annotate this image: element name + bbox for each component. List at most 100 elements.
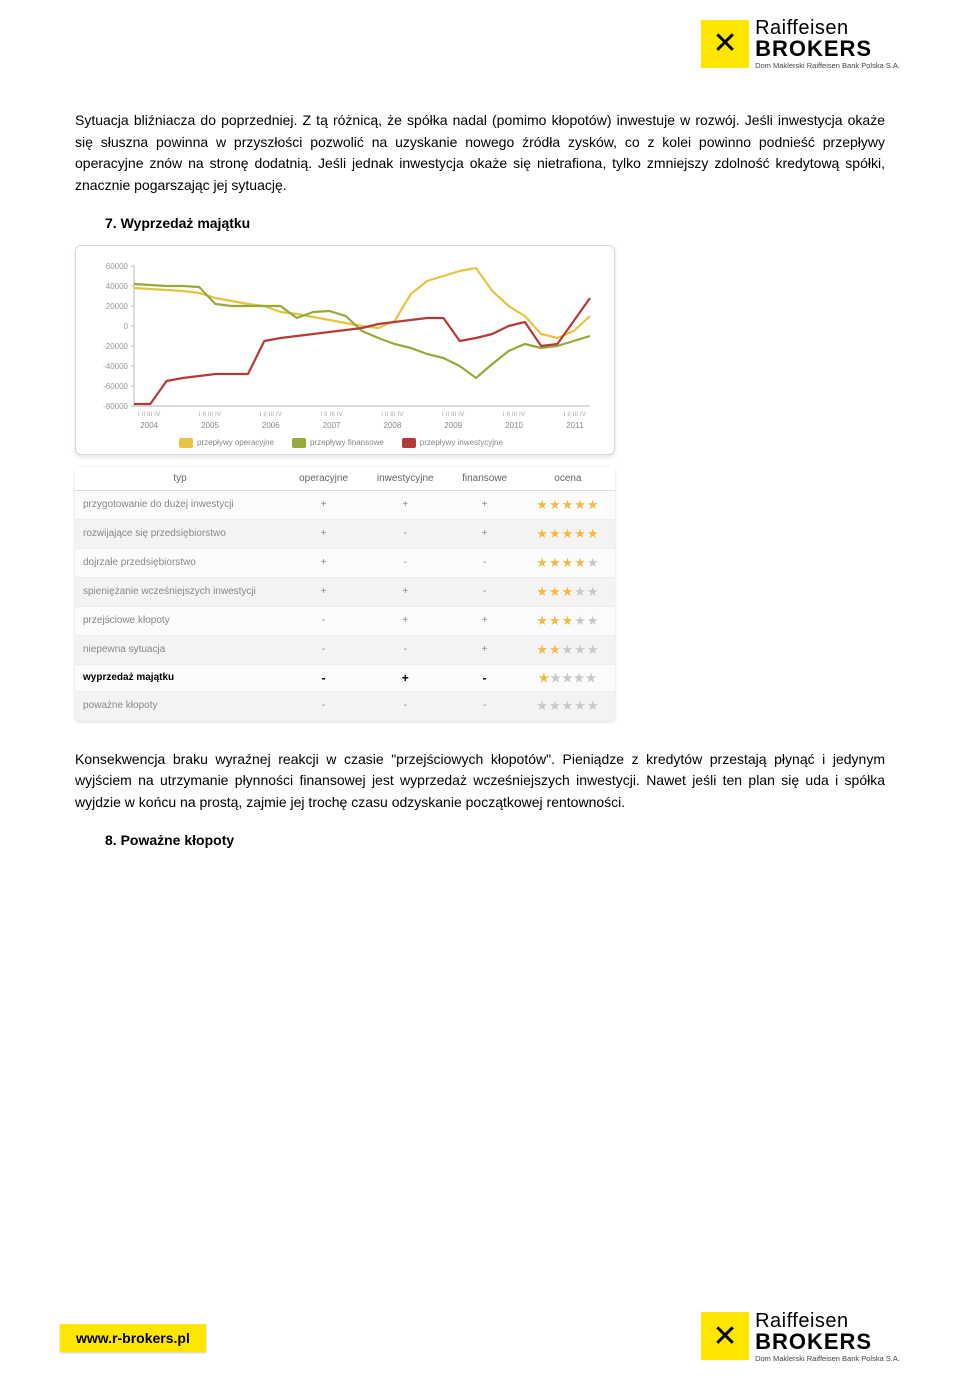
legend-swatch <box>292 438 306 448</box>
brand-subtitle: Dom Maklerski Raiffeisen Bank Polska S.A… <box>755 1355 900 1363</box>
brand-subtitle: Dom Maklerski Raiffeisen Bank Polska S.A… <box>755 62 900 70</box>
table-row: niepewna sytuacja--+★★★★★ <box>75 635 615 664</box>
table-cell: - <box>285 691 362 720</box>
footer-url: www.r-brokers.pl <box>60 1324 206 1352</box>
star-empty-icon: ★ <box>574 698 587 713</box>
table-cell: - <box>285 635 362 664</box>
svg-text:I II III IV: I II III IV <box>381 411 404 418</box>
table-row: przejściowe kłopoty-++★★★★★ <box>75 606 615 635</box>
table-cell: + <box>285 519 362 548</box>
star-empty-icon: ★ <box>536 698 549 713</box>
svg-text:2005: 2005 <box>201 421 219 430</box>
legend-label: przepływy finansowe <box>310 438 384 447</box>
brand-line1: Raiffeisen <box>755 1311 900 1331</box>
table-header: operacyjne <box>285 467 362 491</box>
star-empty-icon: ★ <box>574 671 586 685</box>
table-cell: + <box>448 635 520 664</box>
svg-text:2007: 2007 <box>323 421 341 430</box>
heading-7: 7. Wyprzedaż majątku <box>105 215 885 231</box>
table-cell: - <box>448 691 520 720</box>
evaluation-table: typoperacyjneinwestycyjnefinansoweocenap… <box>75 467 615 721</box>
svg-text:I II III IV: I II III IV <box>503 411 526 418</box>
table-cell: + <box>362 606 448 635</box>
star-filled-icon: ★ <box>562 613 575 628</box>
star-filled-icon: ★ <box>549 584 562 599</box>
rating-stars: ★★★★★ <box>521 664 615 691</box>
table-cell: spieniężanie wcześniejszych inwestycji <box>75 577 285 606</box>
table-header: inwestycyjne <box>362 467 448 491</box>
star-filled-icon: ★ <box>536 555 549 570</box>
table-cell: + <box>362 490 448 519</box>
star-empty-icon: ★ <box>587 555 600 570</box>
table-row: przygotowanie do dużej inwestycji+++★★★★… <box>75 490 615 519</box>
svg-text:I II III IV: I II III IV <box>138 411 161 418</box>
table-cell: + <box>448 606 520 635</box>
rating-stars: ★★★★★ <box>521 691 615 720</box>
svg-text:60000: 60000 <box>106 262 129 271</box>
legend-swatch <box>179 438 193 448</box>
star-filled-icon: ★ <box>549 526 562 541</box>
star-filled-icon: ★ <box>549 497 562 512</box>
svg-text:I II III IV: I II III IV <box>564 411 587 418</box>
table-header: typ <box>75 467 285 491</box>
rating-stars: ★★★★★ <box>521 606 615 635</box>
star-filled-icon: ★ <box>587 497 600 512</box>
star-empty-icon: ★ <box>562 698 575 713</box>
svg-text:2006: 2006 <box>262 421 280 430</box>
star-empty-icon: ★ <box>587 584 600 599</box>
table-header: finansowe <box>448 467 520 491</box>
svg-text:I II III IV: I II III IV <box>260 411 283 418</box>
table-row: wyprzedaż majątku-+-★★★★★ <box>75 664 615 691</box>
star-empty-icon: ★ <box>587 613 600 628</box>
table-cell: poważne kłopoty <box>75 691 285 720</box>
svg-text:20000: 20000 <box>106 302 129 311</box>
table-cell: - <box>285 664 362 691</box>
table-cell: rozwijające się przedsiębiorstwo <box>75 519 285 548</box>
table-cell: - <box>448 577 520 606</box>
table-cell: - <box>362 519 448 548</box>
star-empty-icon: ★ <box>550 671 562 685</box>
star-filled-icon: ★ <box>536 613 549 628</box>
table-cell: + <box>285 490 362 519</box>
table-cell: wyprzedaż majątku <box>75 664 285 691</box>
star-filled-icon: ★ <box>574 555 587 570</box>
svg-text:2004: 2004 <box>140 421 158 430</box>
star-empty-icon: ★ <box>587 698 600 713</box>
table-cell: niepewna sytuacja <box>75 635 285 664</box>
svg-text:2010: 2010 <box>505 421 523 430</box>
table-row: spieniężanie wcześniejszych inwestycji++… <box>75 577 615 606</box>
table-cell: - <box>362 635 448 664</box>
star-filled-icon: ★ <box>587 526 600 541</box>
table-cell: - <box>362 548 448 577</box>
star-filled-icon: ★ <box>536 584 549 599</box>
star-filled-icon: ★ <box>549 613 562 628</box>
brand-line1: Raiffeisen <box>755 18 900 38</box>
svg-text:I II III IV: I II III IV <box>320 411 343 418</box>
svg-text:2011: 2011 <box>566 421 584 430</box>
rating-stars: ★★★★★ <box>521 490 615 519</box>
star-filled-icon: ★ <box>574 497 587 512</box>
star-empty-icon: ★ <box>574 584 587 599</box>
page-content: Sytuacja bliźniacza do poprzedniej. Z tą… <box>75 110 885 862</box>
svg-text:2008: 2008 <box>384 421 402 430</box>
brand-text: Raiffeisen BROKERS Dom Maklerski Raiffei… <box>755 1311 900 1363</box>
svg-text:I II III IV: I II III IV <box>442 411 465 418</box>
star-filled-icon: ★ <box>562 497 575 512</box>
table-cell: + <box>448 519 520 548</box>
brand-mark-icon: ✕ <box>701 20 749 68</box>
legend-item: przepływy inwestycyjne <box>402 438 503 448</box>
cashflow-chart: 6000040000200000-20000-40000-60000-80000… <box>75 245 615 455</box>
table-cell: - <box>285 606 362 635</box>
table-cell: + <box>362 577 448 606</box>
heading-8: 8. Poważne kłopoty <box>105 832 885 848</box>
star-empty-icon: ★ <box>574 642 587 657</box>
star-filled-icon: ★ <box>574 526 587 541</box>
paragraph-2: Konsekwencja braku wyraźnej reakcji w cz… <box>75 749 885 814</box>
svg-text:0: 0 <box>124 322 129 331</box>
table-cell: dojrzałe przedsiębiorstwo <box>75 548 285 577</box>
chart-svg: 6000040000200000-20000-40000-60000-80000… <box>80 256 600 434</box>
svg-text:I II III IV: I II III IV <box>199 411 222 418</box>
table-row: poważne kłopoty---★★★★★ <box>75 691 615 720</box>
star-empty-icon: ★ <box>549 698 562 713</box>
table-cell: przygotowanie do dużej inwestycji <box>75 490 285 519</box>
